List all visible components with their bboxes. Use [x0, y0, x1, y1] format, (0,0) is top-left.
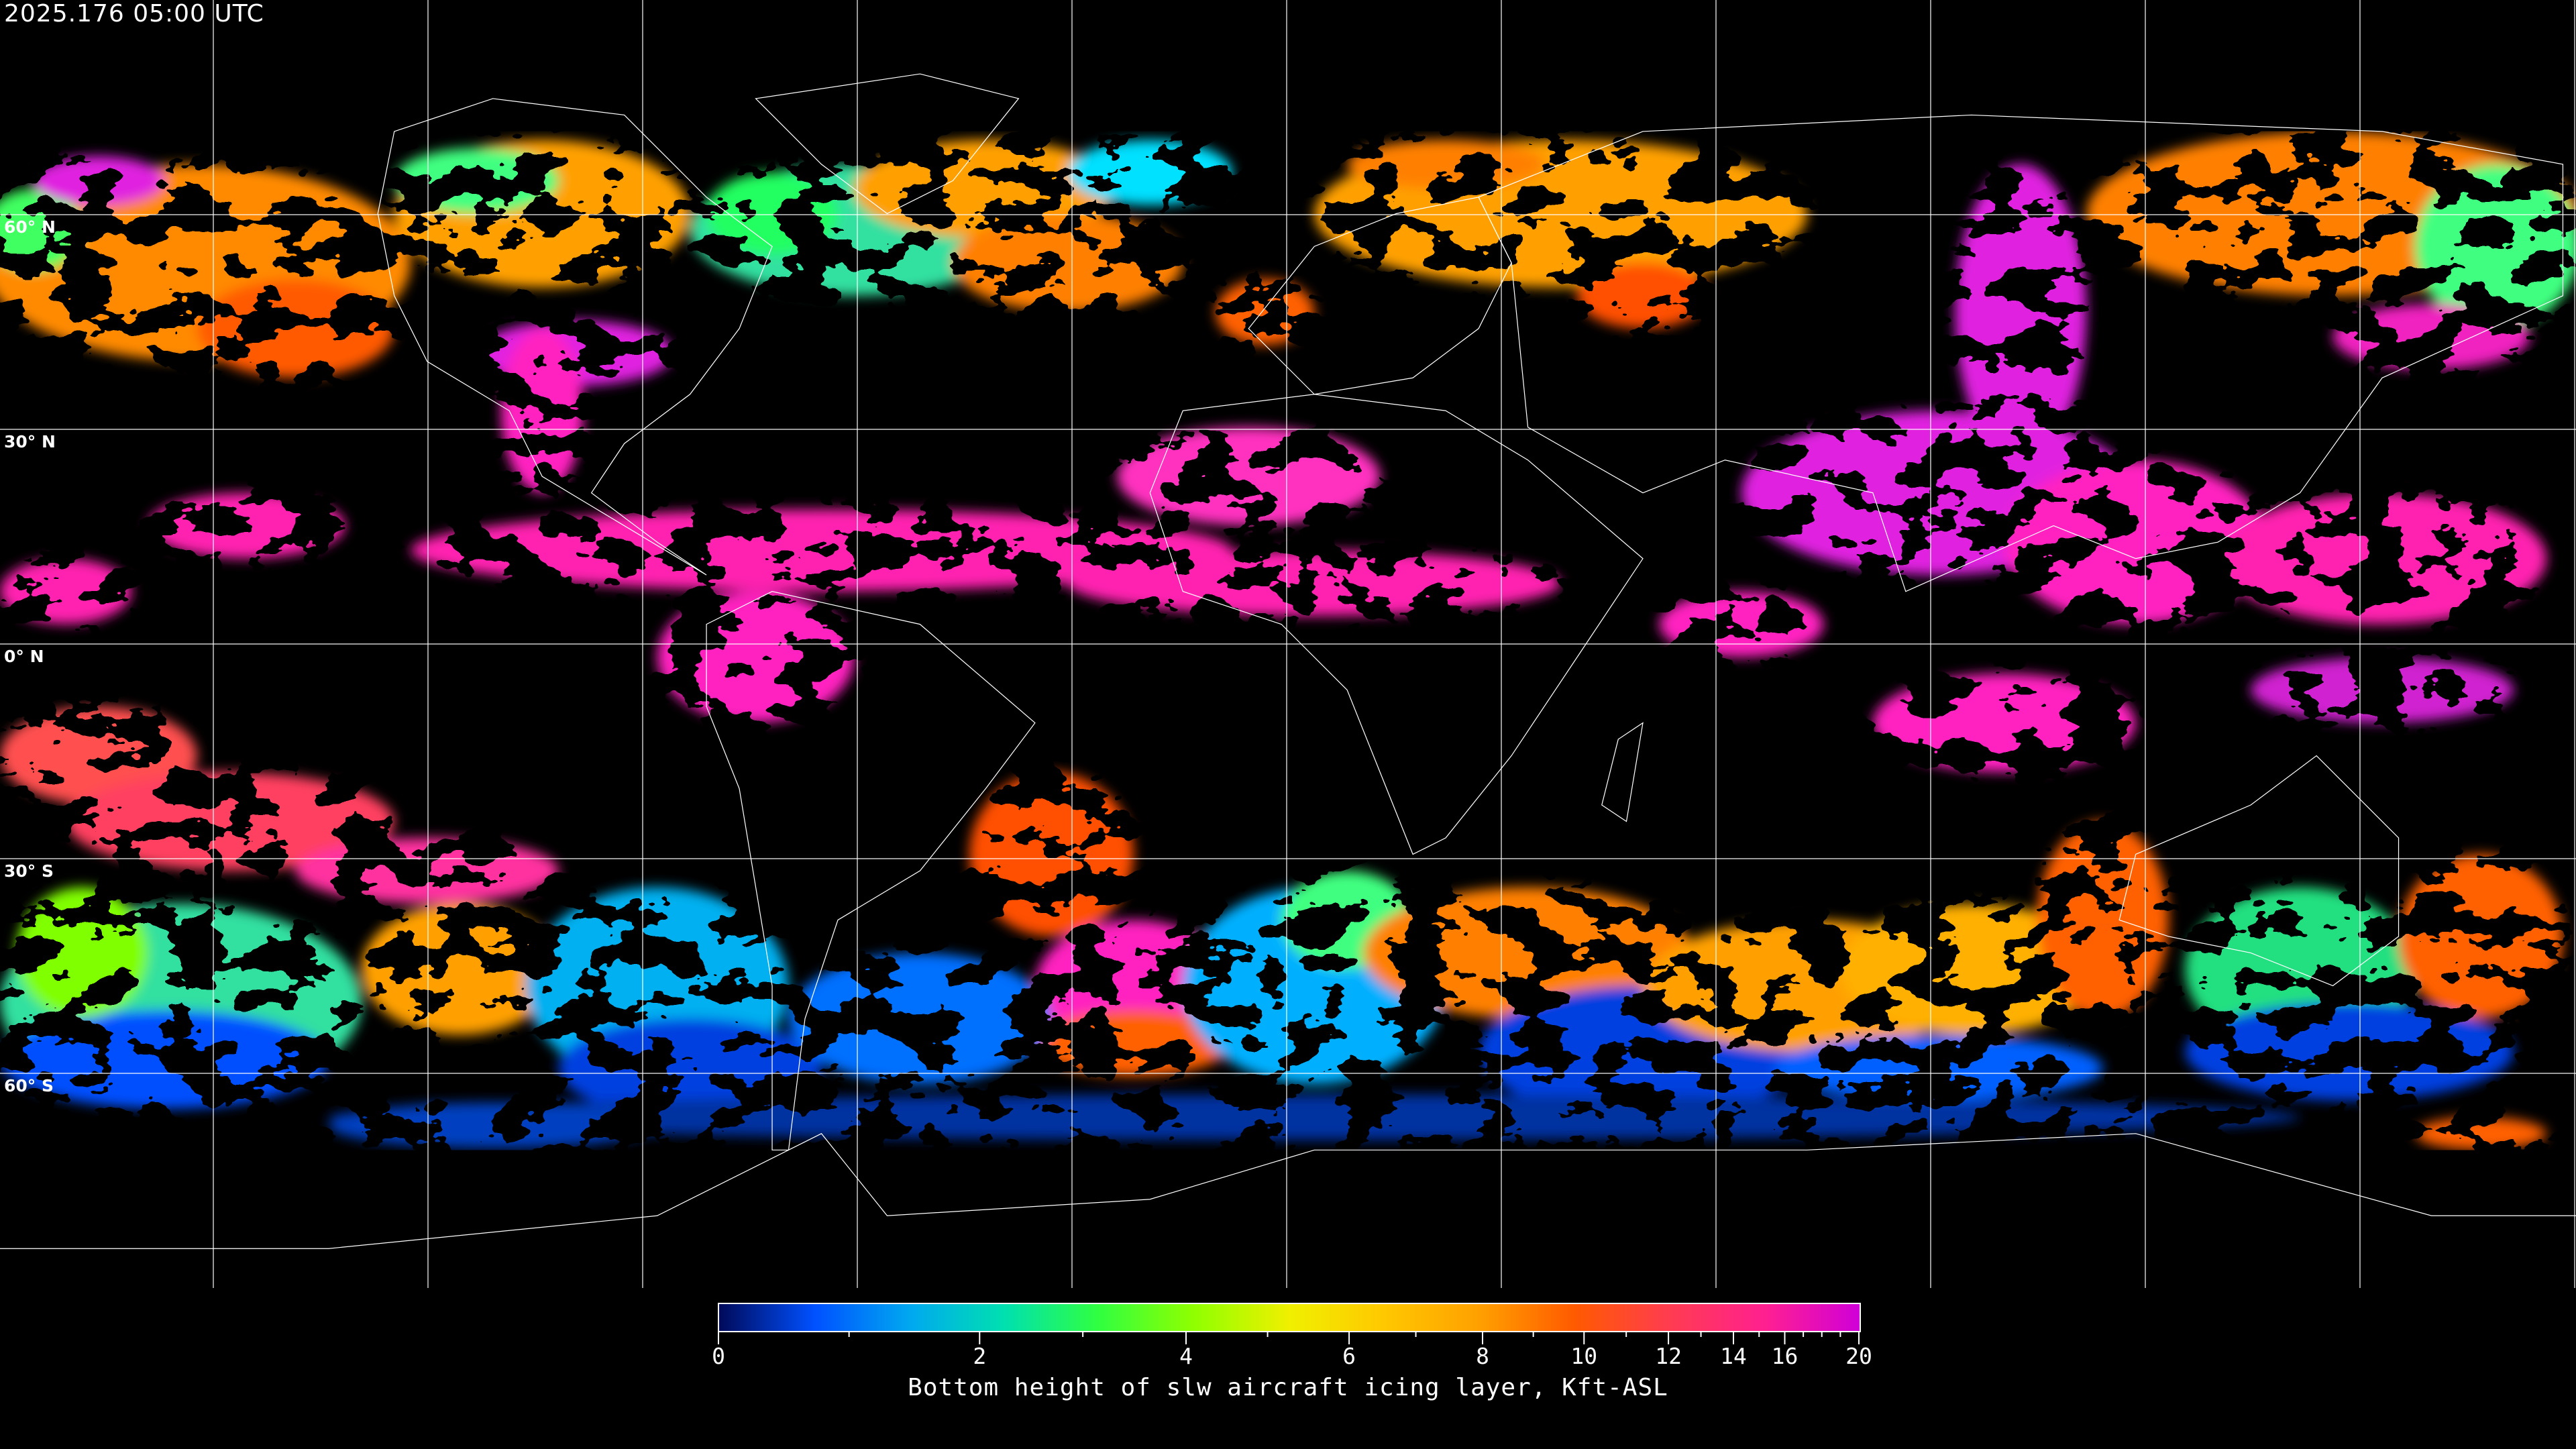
coastline — [1478, 114, 2564, 592]
cloud-region — [361, 903, 559, 1035]
cloud-region — [394, 148, 559, 214]
colorbar-tick-label: 2 — [973, 1343, 987, 1369]
cloud-region — [2415, 164, 2576, 329]
cloud-region — [1839, 903, 2103, 1035]
cloud-region — [969, 772, 1134, 936]
cloud-region — [65, 772, 394, 871]
cloud-region — [558, 1018, 822, 1118]
icing-cloud-field — [0, 131, 2576, 1150]
latitude-label: 60° S — [4, 1076, 54, 1095]
cloud-region — [1363, 887, 1693, 1019]
coastline — [755, 73, 1020, 215]
colorbar-tick-label: 6 — [1342, 1343, 1356, 1369]
cloud-region — [0, 558, 131, 625]
cloud-region — [1955, 164, 2087, 460]
cloud-region — [1872, 674, 2136, 773]
cloud-region — [2251, 657, 2514, 723]
colorbar-tick-label: 8 — [1476, 1343, 1489, 1369]
cloud-region — [0, 189, 83, 272]
cloud-region — [1774, 1034, 2103, 1101]
latitude-label: 30° S — [4, 861, 54, 881]
cloud-region — [1117, 427, 1381, 526]
cloud-region — [1347, 140, 1545, 189]
coastline — [2118, 755, 2400, 987]
colorbar-tick-label: 12 — [1655, 1343, 1682, 1369]
coastline — [0, 1133, 2576, 1249]
cloud-region — [1034, 1010, 1232, 1077]
cloud-region — [788, 953, 1052, 1085]
coastline — [706, 590, 1036, 1150]
cloud-region — [2332, 304, 2530, 370]
icing-map — [0, 0, 2576, 1288]
cloud-region — [2185, 1002, 2514, 1101]
cloud-region — [32, 156, 164, 206]
colorbar-tick-label: 20 — [1845, 1343, 1872, 1369]
graticule — [0, 0, 2576, 1288]
colorbar-tick-label: 10 — [1570, 1343, 1598, 1369]
cloud-region — [2037, 821, 2169, 1019]
cloud-region — [148, 492, 345, 559]
cloud-region — [197, 279, 394, 378]
colorbar-tick-label: 0 — [712, 1343, 725, 1369]
timestamp-title: 2025.176 05:00 UTC — [4, 0, 264, 28]
cloud-region — [411, 509, 1232, 592]
cloud-region — [328, 1102, 657, 1148]
cloud-region — [1659, 591, 1824, 657]
cloud-region — [2218, 492, 2546, 625]
cloud-region — [16, 887, 148, 1019]
latitude-label: 0° N — [4, 647, 44, 666]
latitude-label: 30° N — [4, 432, 56, 451]
cloud-region — [1067, 550, 1561, 616]
cloud-region — [295, 837, 559, 904]
cloud-region — [2004, 460, 2267, 625]
cloud-region — [500, 328, 584, 493]
coastline — [1601, 722, 1644, 822]
colorbar-tick-label: 16 — [1771, 1343, 1799, 1369]
cloud-region — [953, 213, 1183, 313]
cloud-region — [1577, 262, 1709, 329]
cloud-region — [854, 140, 1118, 239]
cloud-region — [657, 591, 855, 723]
latitude-label: 60° N — [4, 217, 56, 237]
cloud-region — [2398, 854, 2563, 1019]
cloud-region — [706, 172, 838, 255]
colorbar-title: Bottom height of slw aircraft icing laye… — [908, 1374, 1668, 1401]
cloud-region — [1216, 279, 1315, 345]
cloud-region — [0, 1010, 329, 1110]
cloud-region — [1067, 140, 1232, 206]
colorbar — [718, 1303, 1861, 1332]
coastlines — [0, 73, 2576, 1249]
coastline — [377, 98, 773, 576]
cloud-region — [2415, 1117, 2546, 1150]
cloud-region — [328, 1094, 2300, 1140]
colorbar-tick-label: 14 — [1720, 1343, 1747, 1369]
coastline — [1149, 394, 1644, 855]
colorbar-tick-label: 4 — [1179, 1343, 1193, 1369]
